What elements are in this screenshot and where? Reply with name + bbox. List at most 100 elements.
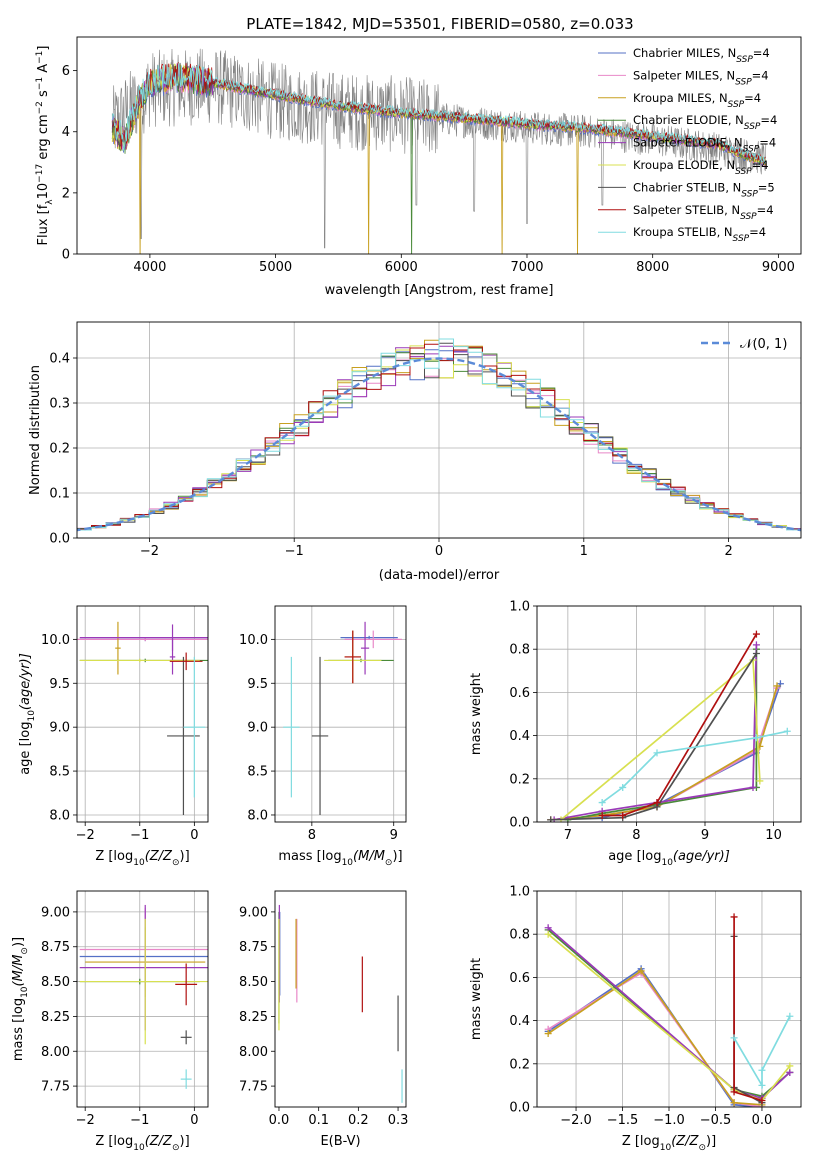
- model-spectrum: [111, 63, 766, 165]
- x-tick-label: 7000: [510, 260, 543, 275]
- weight-point-marker: [637, 967, 645, 975]
- x-tick-label: 0.0: [269, 1113, 290, 1128]
- weight-point-marker: [752, 650, 760, 658]
- y-tick-label: 8.25: [239, 1010, 268, 1025]
- y-tick-label: 0.8: [509, 643, 530, 658]
- x-axis-label: age [log10(age/yr)]: [608, 849, 730, 868]
- y-tick-label: 0.0: [49, 532, 70, 547]
- x-tick-label: −2.0: [560, 1113, 592, 1128]
- legend-entry: Salpeter STELIB, NSSP=4: [633, 203, 774, 222]
- weight-series-line: [602, 633, 758, 817]
- y-tick-label: 0.4: [509, 1014, 530, 1029]
- x-tick-label: 1: [580, 544, 588, 559]
- x-tick-label: 0.0: [752, 1113, 773, 1128]
- weight-point-marker: [758, 1081, 766, 1089]
- age-vs-z-frame: [76, 605, 209, 823]
- y-tick-label: 8.75: [239, 940, 268, 955]
- weight-point-marker: [786, 1012, 794, 1020]
- x-tick-label: 4000: [133, 260, 166, 275]
- legend-entry: Chabrier MILES, NSSP=4: [633, 46, 770, 65]
- y-tick-label: 2: [62, 186, 70, 201]
- weight-point-marker: [544, 1030, 552, 1038]
- figure-title: PLATE=1842, MJD=53501, FIBERID=0580, z=0…: [246, 15, 633, 33]
- y-tick-label: 8.50: [239, 975, 268, 990]
- weight-point-marker: [758, 1066, 766, 1074]
- y-tick-label: 10.0: [41, 633, 70, 648]
- age-vs-mass-axes: 8 9 8.0 8.5 9.0 9.5 10.0: [239, 606, 406, 843]
- x-tick-label: 0.3: [388, 1113, 409, 1128]
- weight-vs-z-axes: −2.0 −1.5 −1.0 −0.5 0.0 0.0 0.2 0.4 0.6 0.8 1.0: [509, 885, 801, 1128]
- y-tick-label: 8.00: [41, 1045, 70, 1060]
- x-tick-label: 5000: [259, 260, 292, 275]
- residual-hist-axes: −2 −1 0 1 2 0.0 0.1 0.2 0.3 0.4: [49, 322, 801, 559]
- x-tick-label: −2: [76, 828, 95, 843]
- x-axis-label: (data-model)/error: [379, 568, 500, 583]
- x-axis-label: Z [log10(Z/Z⊙)]: [95, 849, 189, 868]
- y-tick-label: 1.0: [509, 600, 530, 615]
- x-tick-label: −1.5: [607, 1113, 639, 1128]
- x-tick-label: −1.0: [653, 1113, 685, 1128]
- x-tick-label: 9: [701, 828, 709, 843]
- y-tick-label: 9.0: [247, 721, 268, 736]
- y-tick-label: 8.75: [41, 940, 70, 955]
- spectrum-axes: 4000 5000 6000 7000 8000 9000 0 2 4 6: [62, 64, 795, 275]
- x-tick-label: 8000: [636, 260, 669, 275]
- x-tick-label: 7: [564, 828, 572, 843]
- y-tick-label: 9.00: [239, 905, 268, 920]
- weight-point-marker: [653, 799, 661, 807]
- x-tick-label: −1: [130, 828, 149, 843]
- weight-vs-age-frame: [536, 605, 802, 823]
- mass-vs-z-axes: −2 −1 0 7.75 8.00 8.25 8.50 8.75 9.00: [41, 891, 208, 1128]
- y-tick-label: 8.5: [247, 765, 268, 780]
- spectrum-plot: [111, 48, 767, 254]
- weight-point-marker: [730, 1088, 738, 1096]
- y-tick-label: 6: [62, 64, 70, 79]
- weight-point-marker: [547, 816, 555, 822]
- weight-point-marker: [773, 682, 781, 690]
- weight-series-line: [547, 969, 763, 1106]
- weight-point-marker: [544, 930, 552, 938]
- age-vs-mass-plot: [283, 621, 402, 815]
- x-tick-label: 9000: [762, 260, 795, 275]
- weight-series-line: [733, 1015, 791, 1089]
- weight-point-marker: [758, 1097, 766, 1105]
- weight-point-marker: [598, 812, 606, 820]
- x-tick-label: 0: [190, 1113, 198, 1128]
- y-tick-label: 0: [62, 248, 70, 263]
- x-tick-label: 9: [390, 828, 398, 843]
- weight-point-marker: [619, 812, 627, 820]
- y-tick-label: 0.2: [49, 442, 70, 457]
- y-axis-label: mass weight: [469, 673, 484, 755]
- weight-point-marker: [730, 1099, 738, 1107]
- y-tick-label: 0.8: [509, 928, 530, 943]
- y-tick-label: 0.2: [509, 1057, 530, 1072]
- y-tick-label: 0.0: [509, 1101, 530, 1116]
- x-tick-label: −1: [130, 1113, 149, 1128]
- weight-series-line: [733, 916, 763, 1102]
- weight-point-marker: [653, 749, 661, 757]
- x-axis-label: E(B-V): [320, 1134, 360, 1149]
- weight-point-marker: [786, 1068, 794, 1076]
- y-axis-label: Flux [fλ10−17 erg cm−2 s−1 A−1]: [35, 46, 55, 246]
- mass-vs-z-plot: [79, 904, 208, 1089]
- x-axis-label: Z [log10(Z/Z⊙)]: [95, 1134, 189, 1153]
- normal-curve: [77, 357, 801, 532]
- age-vs-z-axes: −2 −1 0 8.0 8.5 9.0 9.5 10.0: [41, 606, 208, 843]
- y-tick-label: 9.5: [247, 677, 268, 692]
- age-vs-mass-frame: [274, 605, 407, 823]
- weight-point-marker: [752, 734, 760, 742]
- weight-point-marker: [756, 777, 764, 785]
- weight-series-line: [550, 653, 758, 821]
- legend-entry: Kroupa ELODIE, NSSP=4: [633, 158, 769, 177]
- y-tick-label: 0.6: [509, 686, 530, 701]
- age-vs-z-plot: [77, 621, 208, 815]
- weight-series-line: [553, 644, 758, 821]
- mass-vs-ebv-frame: [274, 890, 407, 1108]
- weight-vs-z-frame: [536, 890, 802, 1108]
- x-tick-label: 6000: [385, 260, 418, 275]
- y-tick-label: 8.25: [41, 1010, 70, 1025]
- x-tick-label: −0.5: [700, 1113, 732, 1128]
- y-tick-label: 8.0: [247, 808, 268, 823]
- y-tick-label: 0.0: [509, 816, 530, 831]
